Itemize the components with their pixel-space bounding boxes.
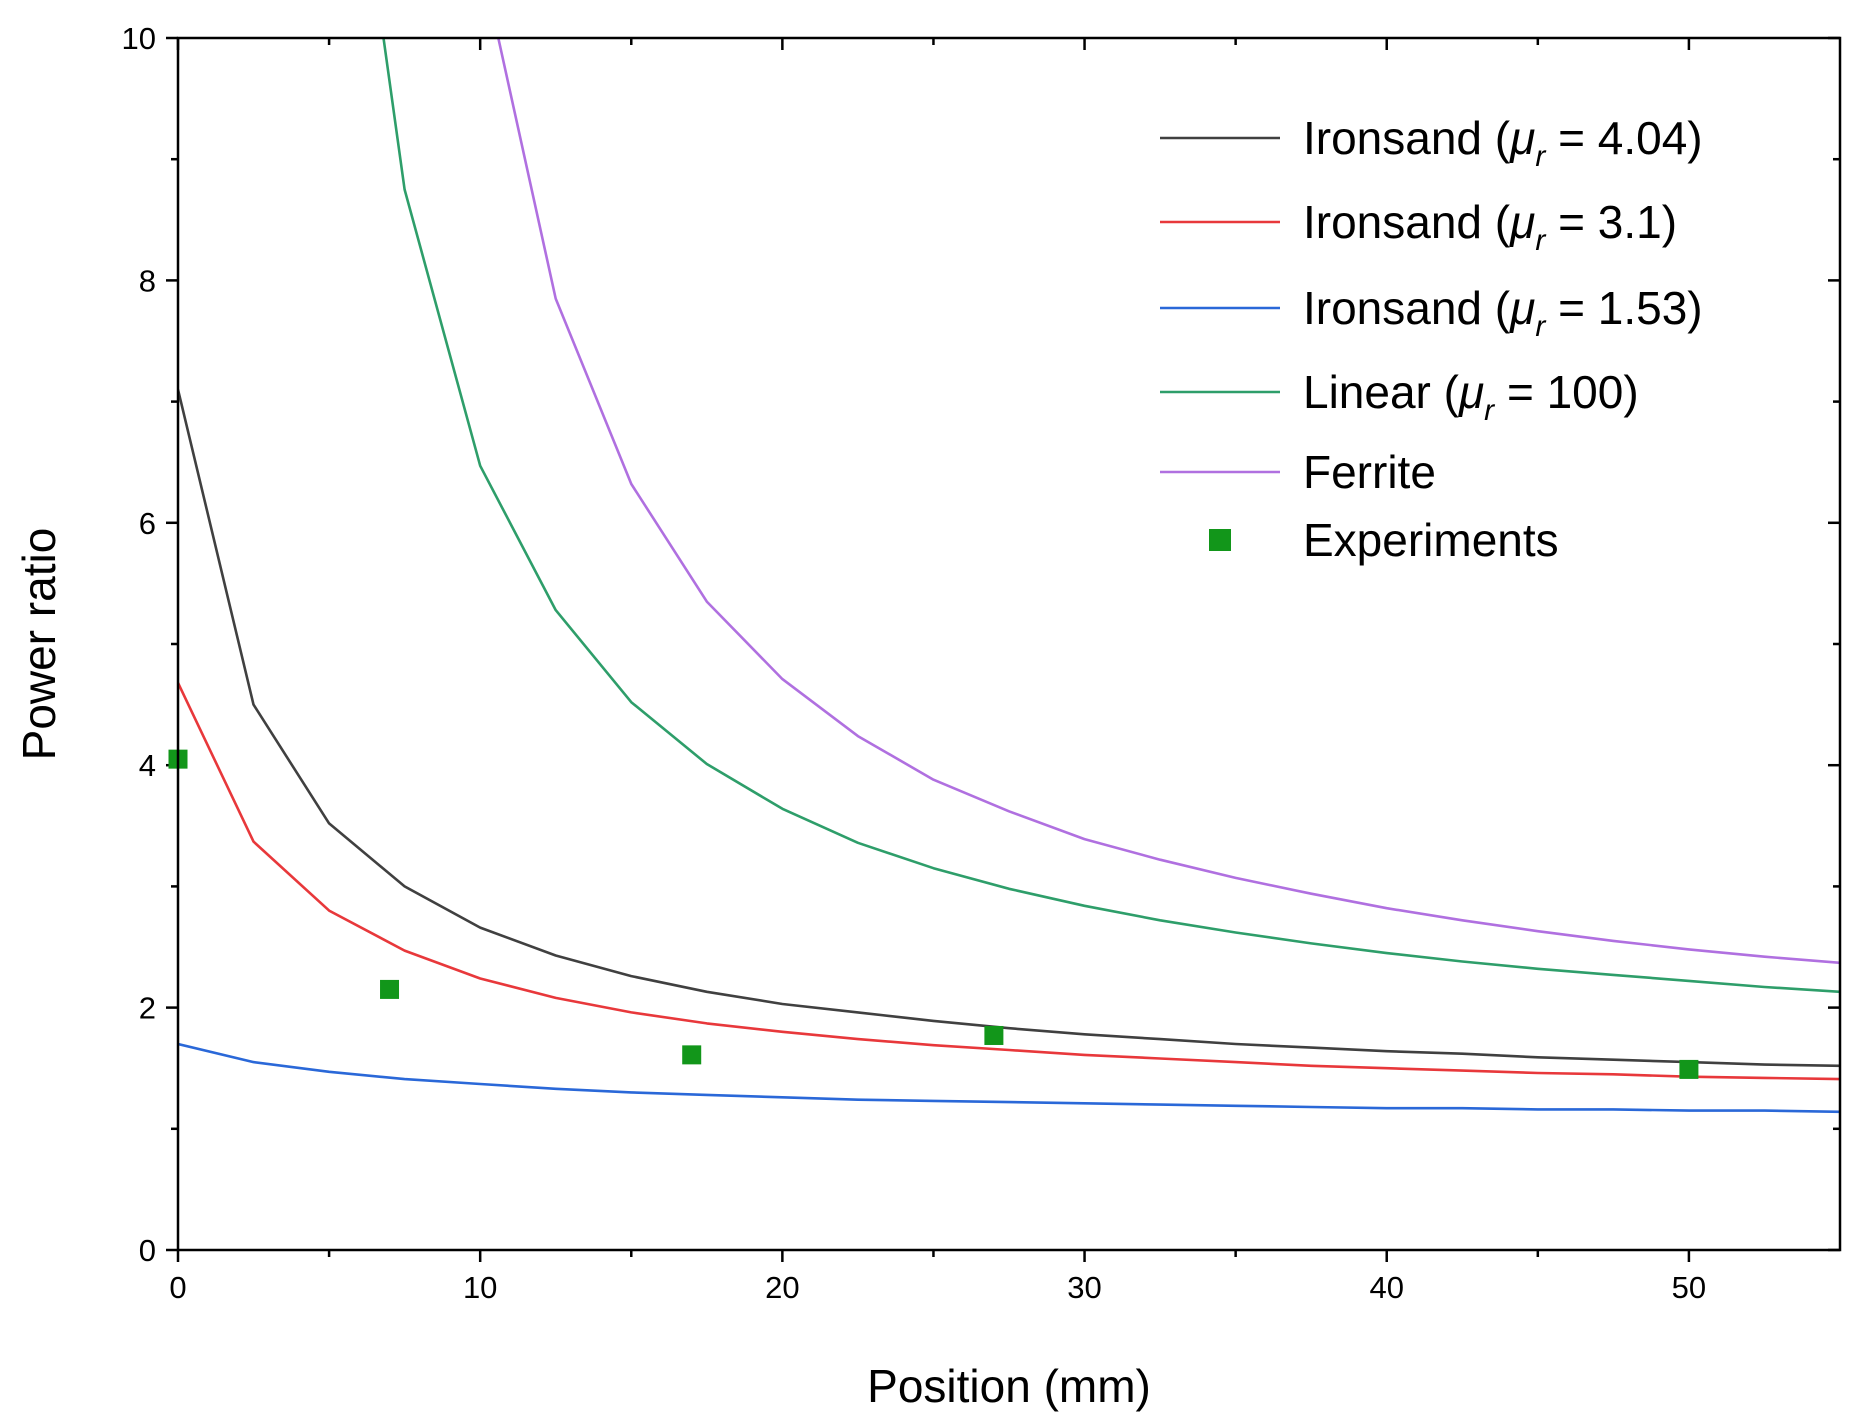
plot-frame <box>176 36 1842 1252</box>
y-tick-label: 4 <box>139 748 156 783</box>
y-axis-title: Power ratio <box>13 528 65 761</box>
legend-mu-symbol: μ <box>1509 112 1535 164</box>
experiment-point <box>380 979 400 999</box>
legend-label-prefix: Ironsand ( <box>1303 196 1511 248</box>
legend-label-prefix: Experiments <box>1303 514 1559 566</box>
legend-label-prefix: Ironsand ( <box>1303 112 1511 164</box>
series-line-3 <box>382 38 1840 994</box>
x-tick-label: 50 <box>1672 1270 1706 1305</box>
legend-label-prefix: Ferrite <box>1303 446 1436 498</box>
legend: Ironsand (μr = 4.04)Ironsand (μr = 3.1)I… <box>1160 112 1703 566</box>
legend-label-5: Experiments <box>1303 514 1559 566</box>
legend-mu-symbol: μ <box>1509 196 1535 248</box>
x-tick-label: 10 <box>463 1270 497 1305</box>
legend-label-4: Ferrite <box>1303 446 1436 498</box>
series-line-0 <box>178 389 1840 1068</box>
series-line-1 <box>178 682 1840 1081</box>
x-tick-label: 30 <box>1067 1270 1101 1305</box>
tick-label-layer: 0 10 20 30 40 50 0 2 4 6 8 10 <box>122 21 1707 1305</box>
experiment-point <box>682 1045 702 1065</box>
series-line-2 <box>178 1042 1840 1114</box>
experiment-point <box>984 1025 1004 1045</box>
legend-label-3: Linear (μr = 100) <box>1303 366 1639 427</box>
legend-mu-symbol: μ <box>1509 282 1535 334</box>
x-tick-label: 0 <box>169 1270 186 1305</box>
legend-subscript: r <box>1535 140 1546 173</box>
legend-marker-experiments <box>1209 529 1231 551</box>
legend-subscript: r <box>1484 394 1495 427</box>
y-tick-label: 6 <box>139 506 156 541</box>
y-tick-label: 2 <box>139 991 156 1026</box>
legend-label-2: Ironsand (μr = 1.53) <box>1303 282 1703 343</box>
experiment-point <box>1679 1059 1699 1079</box>
legend-label-1: Ironsand (μr = 3.1) <box>1303 196 1677 257</box>
x-tick-label: 20 <box>765 1270 799 1305</box>
x-axis-title: Position (mm) <box>867 1360 1151 1412</box>
y-tick-label: 0 <box>139 1233 156 1268</box>
legend-subscript: r <box>1535 310 1546 343</box>
legend-label-suffix: = 3.1) <box>1545 196 1677 248</box>
legend-subscript: r <box>1535 224 1546 257</box>
y-tick-label: 8 <box>139 263 156 298</box>
legend-label-0: Ironsand (μr = 4.04) <box>1303 112 1703 173</box>
y-tick-label: 10 <box>122 21 156 56</box>
legend-label-suffix: = 4.04) <box>1545 112 1702 164</box>
legend-mu-symbol: μ <box>1458 366 1484 418</box>
tick-layer <box>166 36 1840 1262</box>
legend-label-suffix: = 1.53) <box>1545 282 1702 334</box>
legend-label-prefix: Ironsand ( <box>1303 282 1511 334</box>
series-line-4 <box>497 38 1840 965</box>
legend-label-prefix: Linear ( <box>1303 366 1460 418</box>
x-tick-label: 40 <box>1369 1270 1403 1305</box>
series-layer <box>168 38 1840 1114</box>
legend-label-suffix: = 100) <box>1494 366 1639 418</box>
